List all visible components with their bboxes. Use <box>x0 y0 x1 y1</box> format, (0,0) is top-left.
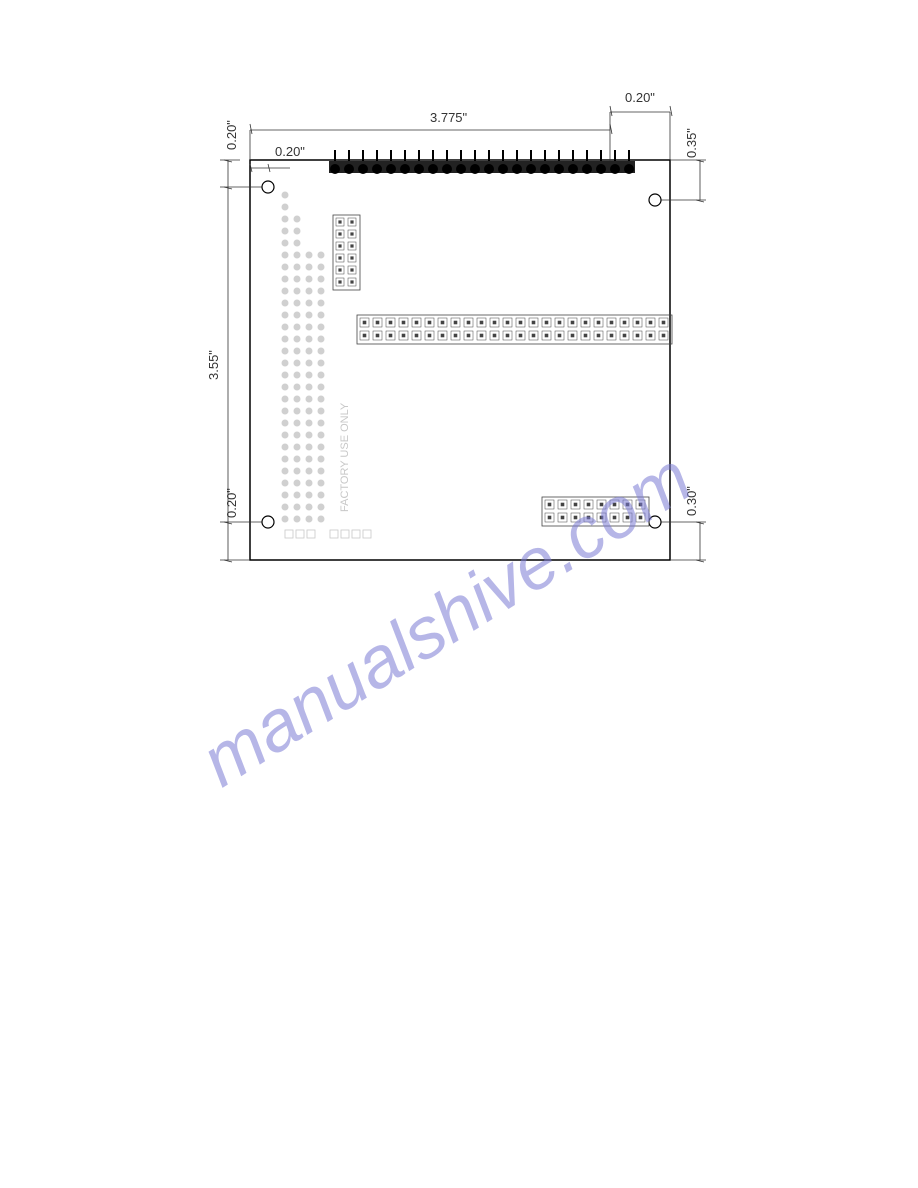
board-outline <box>250 160 670 560</box>
top-pin-header <box>329 150 635 174</box>
dim-inner-top-left: 0.20" <box>275 144 305 159</box>
grey-pad-grid <box>282 192 325 523</box>
small-header <box>333 215 360 290</box>
dim-top-width: 3.775" <box>430 110 468 125</box>
bottom-grey-boxes <box>285 530 371 538</box>
dim-left-top: 0.20" <box>224 120 239 150</box>
diagram-stage: 0.20" 3.775" 0.20" 0.20" 0.35" 0.30" 3.5… <box>150 60 770 620</box>
dim-top-right: 0.20" <box>625 90 655 105</box>
dim-left-height: 3.55" <box>206 350 221 380</box>
dim-right-top: 0.35" <box>684 128 699 158</box>
dim-left-bottom: 0.20" <box>224 488 239 518</box>
pcb-diagram-svg: 0.20" 3.775" 0.20" 0.20" 0.35" 0.30" 3.5… <box>150 60 770 620</box>
dim-right-bottom: 0.30" <box>684 486 699 516</box>
silk-factory-text: FACTORY USE ONLY <box>339 402 351 512</box>
mounting-holes <box>262 181 661 528</box>
bottom-header <box>542 497 649 526</box>
mid-header <box>357 315 672 344</box>
